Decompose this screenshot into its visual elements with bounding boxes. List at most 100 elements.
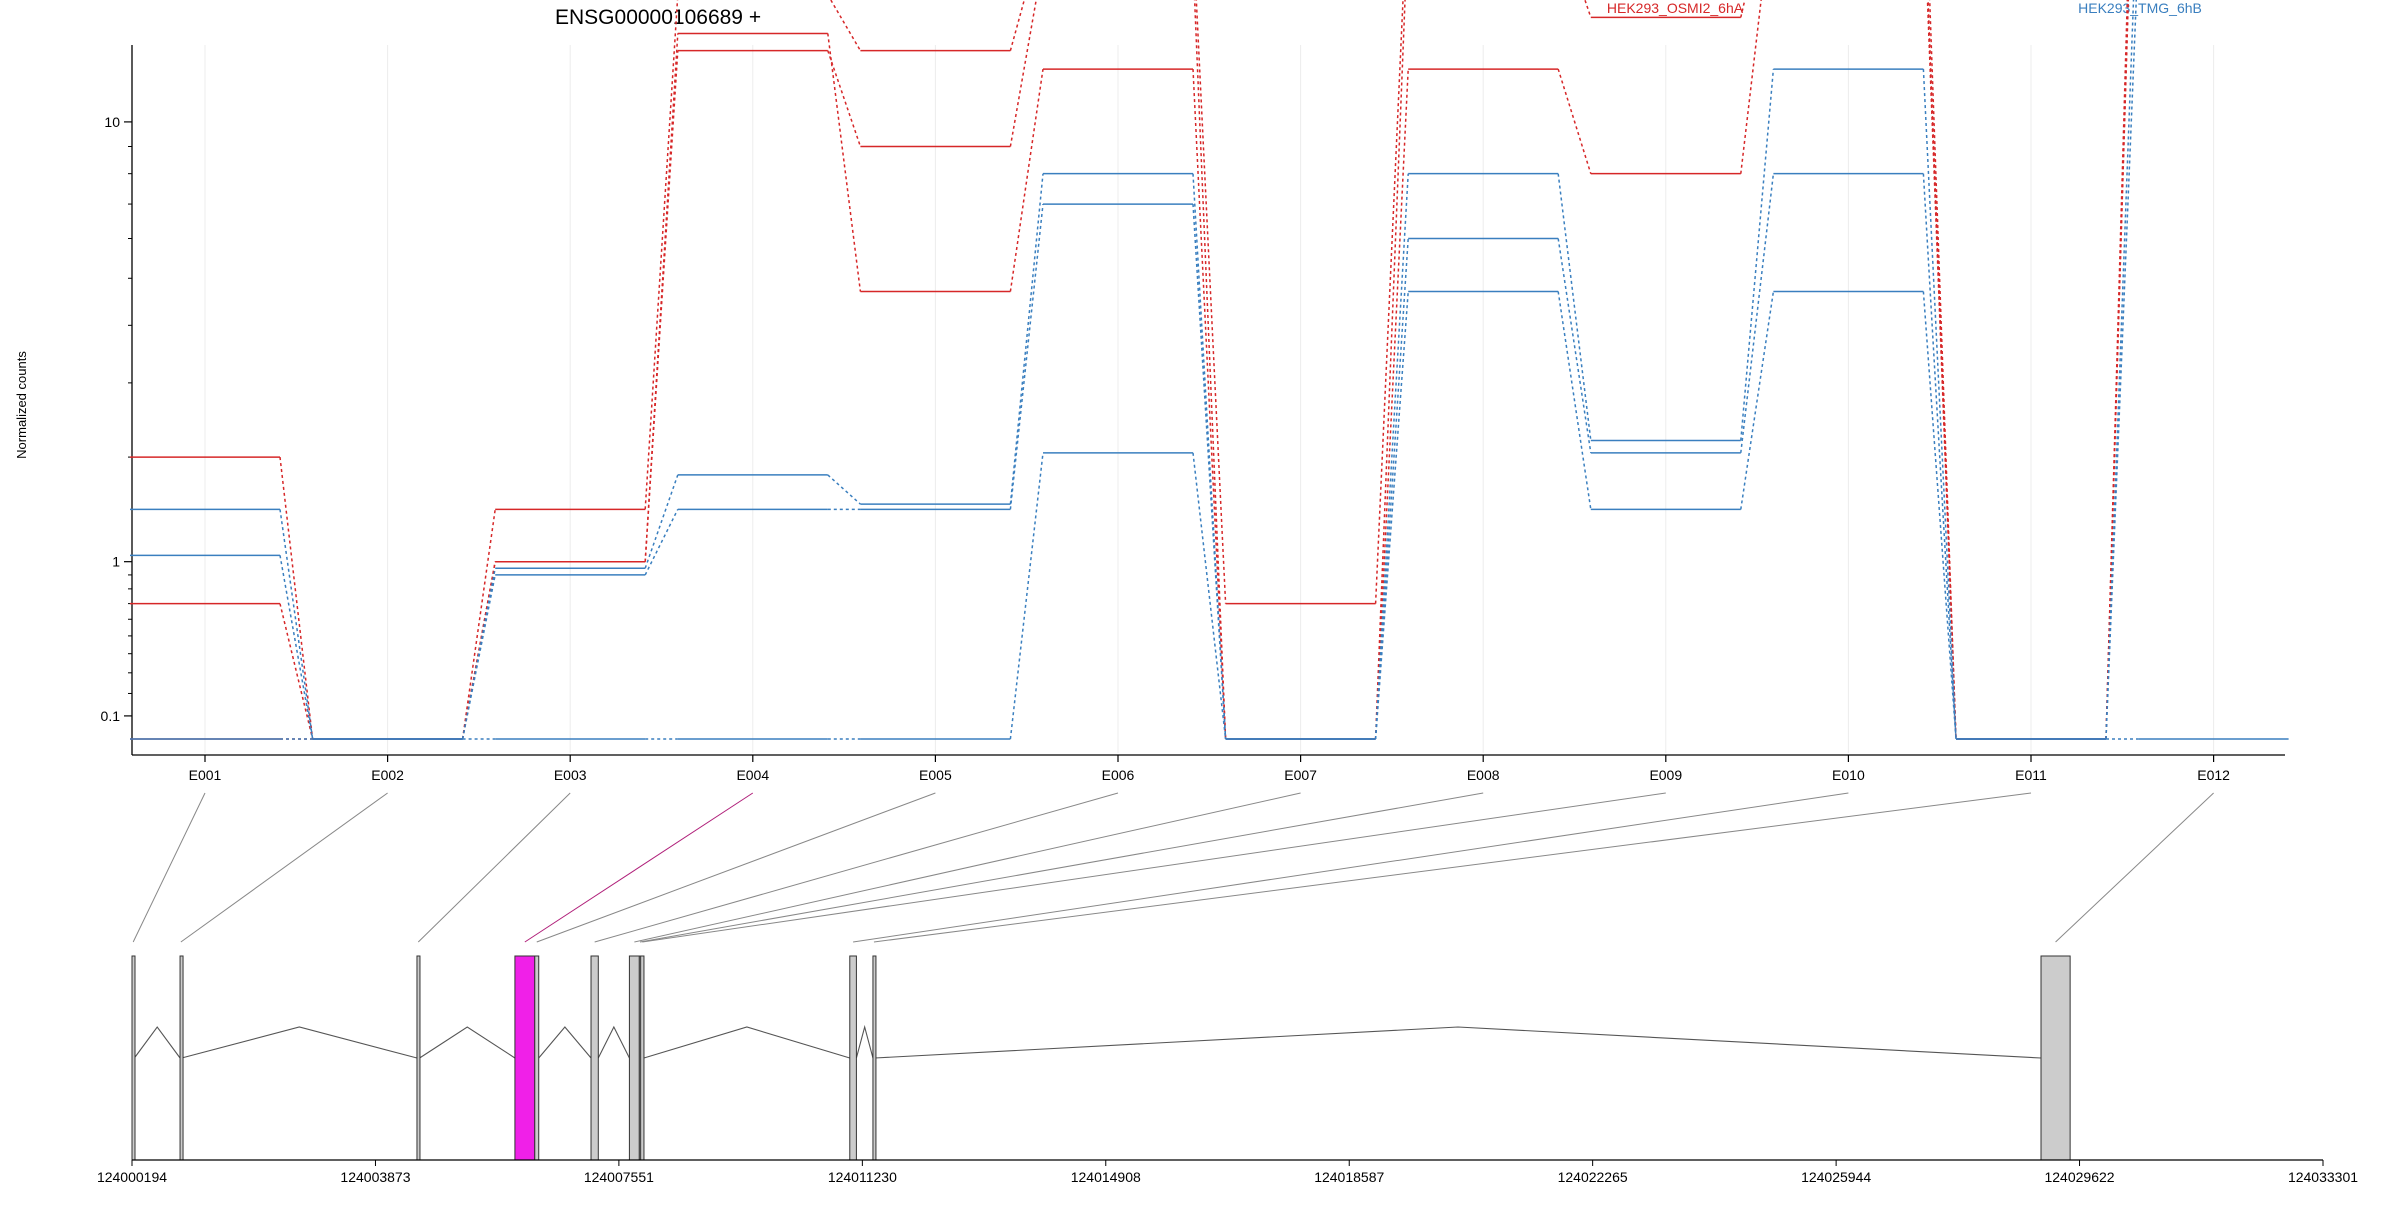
intron-line <box>855 1024 874 1059</box>
exon-connector <box>853 792 1849 943</box>
exon-connector <box>524 792 754 943</box>
series-connector <box>1374 173 1409 740</box>
series-connector <box>461 509 496 740</box>
x-tick-label: E004 <box>736 767 769 783</box>
series-connector <box>1193 0 1227 740</box>
series-HEK293_TMG_6hB <box>130 0 2138 740</box>
genome-tick-label: 124025944 <box>1801 1169 1871 1185</box>
x-tick-label: E007 <box>1284 767 1317 783</box>
intron-line <box>597 1025 630 1059</box>
series-HEK293_OSMI2_6hA <box>130 0 2129 740</box>
y-tick-label: 10 <box>104 114 120 130</box>
grid-lines <box>204 45 2215 753</box>
series-connector <box>827 474 861 505</box>
genome-tick-label: 124029622 <box>2044 1169 2114 1185</box>
exon-box <box>416 955 421 1161</box>
legend-label-osmi2: HEK293_OSMI2_6hA <box>1607 0 1744 16</box>
genome-tick-label: 124003873 <box>340 1169 410 1185</box>
series-connector <box>1740 0 1762 174</box>
legend-label-tmg: HEK293_TMG_6hB <box>2078 0 2202 16</box>
exon-box <box>131 955 136 1161</box>
exon-connector <box>594 792 1119 943</box>
series-connector <box>279 457 314 740</box>
series-connector <box>279 509 314 740</box>
series-connector <box>1374 0 1406 740</box>
x-tick-label: E005 <box>919 767 952 783</box>
series-connector <box>1922 69 1957 740</box>
series-connector <box>1009 0 1026 51</box>
y-tick-label: 1 <box>112 554 120 570</box>
series-connector <box>644 50 679 562</box>
series-connector <box>1192 452 1227 740</box>
series-connector <box>1374 69 1409 740</box>
x-tick-label: E002 <box>371 767 404 783</box>
y-axis-label: Normalized counts <box>14 351 29 459</box>
series-connector <box>1009 203 1044 510</box>
series-HEK293_TMG_6hB <box>130 290 2289 740</box>
exon-box <box>179 955 184 1161</box>
x-tick-label: E008 <box>1467 767 1500 783</box>
exon-box <box>640 955 645 1161</box>
genome-tick-label: 124000194 <box>97 1169 167 1185</box>
series-connector <box>827 33 862 292</box>
exon-box <box>514 955 536 1161</box>
series-HEK293_OSMI2_6hA <box>130 0 2129 740</box>
series-connector <box>279 603 314 740</box>
series-lines <box>130 0 2289 740</box>
genome-tick-label: 124022265 <box>1558 1169 1628 1185</box>
x-tick-label: E001 <box>189 767 222 783</box>
x-tick-label: E006 <box>1102 767 1135 783</box>
genome-tick-label: 124033301 <box>2288 1169 2358 1185</box>
exon-connector <box>2055 792 2214 943</box>
genome-tick-label: 124011230 <box>828 1169 897 1185</box>
gene-model: 124000194 124003873 124007551 124011230 1240… <box>97 955 2358 1185</box>
genome-tick-label: 124018587 <box>1314 1169 1384 1185</box>
series-connector <box>1557 173 1592 441</box>
series-connector <box>1195 0 1227 604</box>
genome-tick-label: 124014908 <box>1071 1169 1141 1185</box>
y-tick-label: 0.1 <box>101 708 121 724</box>
intron-line <box>419 1026 516 1059</box>
series-connector <box>1557 291 1592 510</box>
exon-connector <box>417 792 571 943</box>
series-connector <box>1926 0 1957 740</box>
intron-line <box>874 1026 2042 1059</box>
exon-box <box>2040 955 2071 1161</box>
series-connector <box>1922 173 1957 740</box>
series-connector <box>644 509 679 576</box>
x-tick-label: E010 <box>1832 767 1865 783</box>
series-connector <box>644 474 679 569</box>
series-connector <box>1374 291 1409 740</box>
intron-line <box>133 1026 181 1059</box>
axes: 0.1110203050E001E002E003E004E005E006E007… <box>101 45 2285 783</box>
exon-connector <box>180 792 388 943</box>
series-connector <box>829 0 862 52</box>
x-tick-label: E011 <box>2015 767 2047 783</box>
x-tick-label: E012 <box>2197 767 2230 783</box>
series-connector <box>1557 238 1592 453</box>
exon-connector <box>642 792 1666 943</box>
series-connector <box>1009 452 1044 740</box>
series-connector <box>1922 291 1957 740</box>
genome-tick-label: 124007551 <box>584 1169 654 1185</box>
series-HEK293_TMG_6hB <box>130 0 2135 740</box>
x-tick-label: E003 <box>554 767 587 783</box>
intron-line <box>643 1026 850 1059</box>
exon-box <box>849 955 857 1161</box>
series-connector <box>279 555 314 740</box>
exon-connector <box>132 792 206 943</box>
intron-line <box>181 1026 418 1059</box>
series-connector <box>644 33 679 562</box>
series-connector <box>827 50 862 147</box>
intron-line <box>538 1026 592 1059</box>
exon-box <box>534 955 540 1161</box>
exon-connector <box>873 792 2032 943</box>
exon-connectors <box>132 792 2214 943</box>
series-connector <box>1740 291 1775 510</box>
series-connector <box>1009 0 1037 147</box>
series-connector <box>1009 68 1044 292</box>
exon-box <box>872 955 877 1161</box>
series-connector <box>2105 0 2138 740</box>
exon-connector <box>634 792 1301 943</box>
